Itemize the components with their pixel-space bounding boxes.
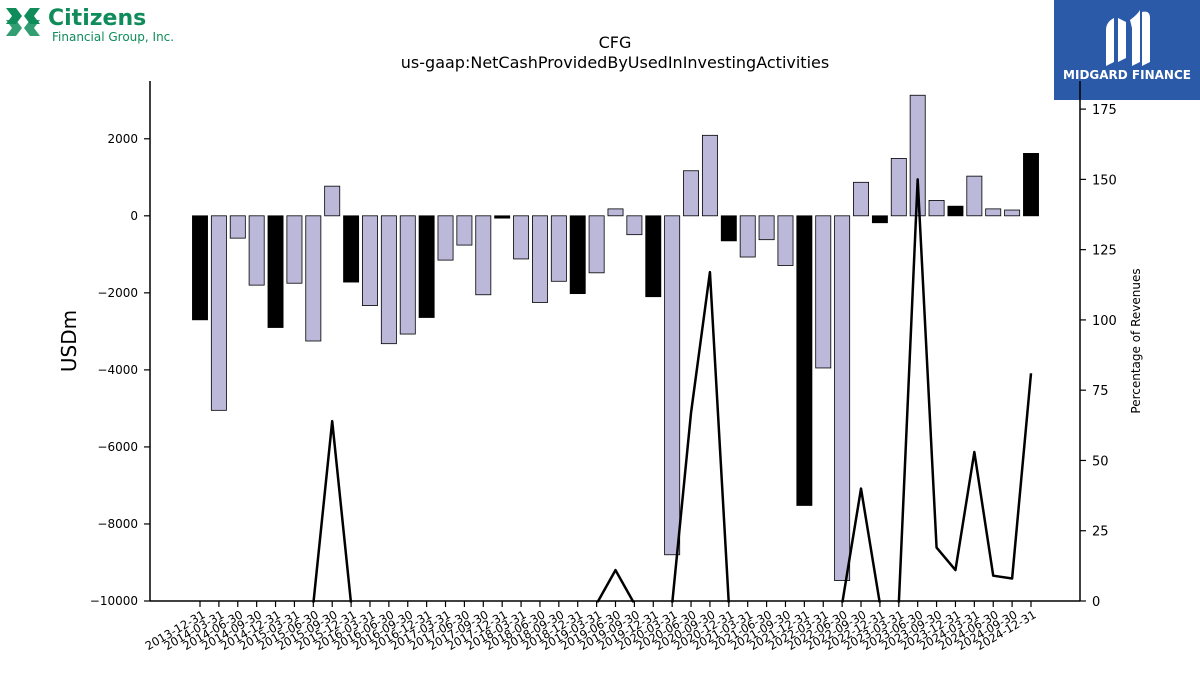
y2-tick-label: 75 [1092, 384, 1109, 399]
bar-2022-06-30 [834, 215, 851, 581]
citizens-logo-icon [6, 8, 40, 36]
bar-2015-09-30 [324, 185, 341, 217]
bar-2024-09-30 [1004, 209, 1021, 217]
bar-2022-03-31 [815, 215, 832, 369]
chart-subtitle: us-gaap:NetCashProvidedByUsedInInvesting… [401, 53, 829, 72]
bar-2024-03-31 [966, 175, 983, 217]
bar-2015-12-31 [343, 215, 360, 283]
y-tick-label: −10000 [90, 594, 138, 608]
bar-2022-12-31 [871, 215, 888, 224]
bar-2014-12-31 [267, 215, 284, 328]
bar-2020-03-31 [664, 215, 681, 556]
bar-2017-12-31 [494, 215, 511, 219]
bar-2018-12-31 [569, 215, 586, 295]
bar-2018-06-30 [532, 215, 548, 303]
bar-2014-03-31 [210, 215, 227, 411]
bar-2014-06-30 [229, 215, 246, 239]
bar-2023-09-30 [928, 200, 945, 217]
bar-2020-09-30 [701, 134, 718, 217]
bar-2022-09-30 [853, 181, 869, 217]
y2-tick-label: 50 [1092, 454, 1109, 469]
bar-2014-09-30 [248, 215, 265, 286]
bar-2016-12-31 [418, 215, 435, 318]
bar-2016-09-30 [399, 215, 416, 335]
bar-2013-12-31 [192, 215, 208, 321]
y2-tick-label: 100 [1092, 314, 1117, 329]
y-tick-label: −8000 [97, 517, 138, 531]
bar-2019-06-30 [607, 208, 624, 217]
bar-2019-09-30 [626, 215, 643, 236]
citizens-logo-name: Citizens [48, 6, 147, 31]
citizens-logo-subtitle: Financial Group, Inc. [52, 30, 175, 44]
bar-2020-06-30 [683, 170, 699, 217]
bar-2021-09-30 [777, 215, 794, 266]
chart-title: CFG [599, 33, 632, 52]
y-axis-label: USDm [57, 310, 81, 372]
y-tick-label: −2000 [97, 286, 138, 300]
bar-2021-06-30 [758, 215, 775, 241]
bar-2019-12-31 [645, 215, 662, 298]
bar-2023-06-30 [909, 94, 926, 217]
y-tick-label: 2000 [107, 132, 138, 146]
citizens-logo: Citizens Financial Group, Inc. [4, 4, 204, 44]
midgard-logo: MIDGARD FINANCE [1054, 0, 1200, 100]
bar-2016-06-30 [380, 215, 397, 345]
bar-2017-03-31 [437, 215, 454, 261]
bar-2020-12-31 [720, 215, 737, 242]
bar-2019-03-31 [588, 215, 605, 274]
bar-2015-06-30 [305, 215, 322, 342]
bar-2024-06-30 [985, 208, 1002, 217]
bar-2016-03-31 [362, 215, 378, 306]
y2-tick-label: 125 [1092, 244, 1117, 259]
bar-2018-09-30 [550, 215, 567, 282]
y-tick-label: −4000 [97, 363, 138, 377]
y2-tick-label: 150 [1092, 173, 1117, 188]
bar-2024-12-31 [1023, 153, 1039, 217]
midgard-logo-name: MIDGARD FINANCE [1063, 68, 1191, 82]
bar-2017-09-30 [475, 215, 492, 296]
bar-2018-03-31 [513, 215, 530, 260]
bar-2021-03-31 [739, 215, 756, 258]
bar-2023-12-31 [947, 205, 964, 217]
bar-2015-03-31 [286, 215, 303, 284]
midgard-logo-icon [1106, 10, 1150, 67]
y2-tick-label: 175 [1092, 103, 1117, 118]
y2-tick-label: 25 [1092, 525, 1109, 540]
y2-axis-label: Percentage of Revenues [1129, 268, 1143, 413]
y-tick-label: −6000 [97, 440, 138, 454]
series-line-percentage-of-revenues [312, 178, 1033, 603]
y-tick-label: 0 [130, 209, 138, 223]
bar-2017-06-30 [456, 215, 473, 246]
y2-tick-label: 0 [1092, 595, 1100, 610]
bar-2021-12-31 [796, 215, 813, 506]
bar-2023-03-31 [890, 158, 907, 217]
